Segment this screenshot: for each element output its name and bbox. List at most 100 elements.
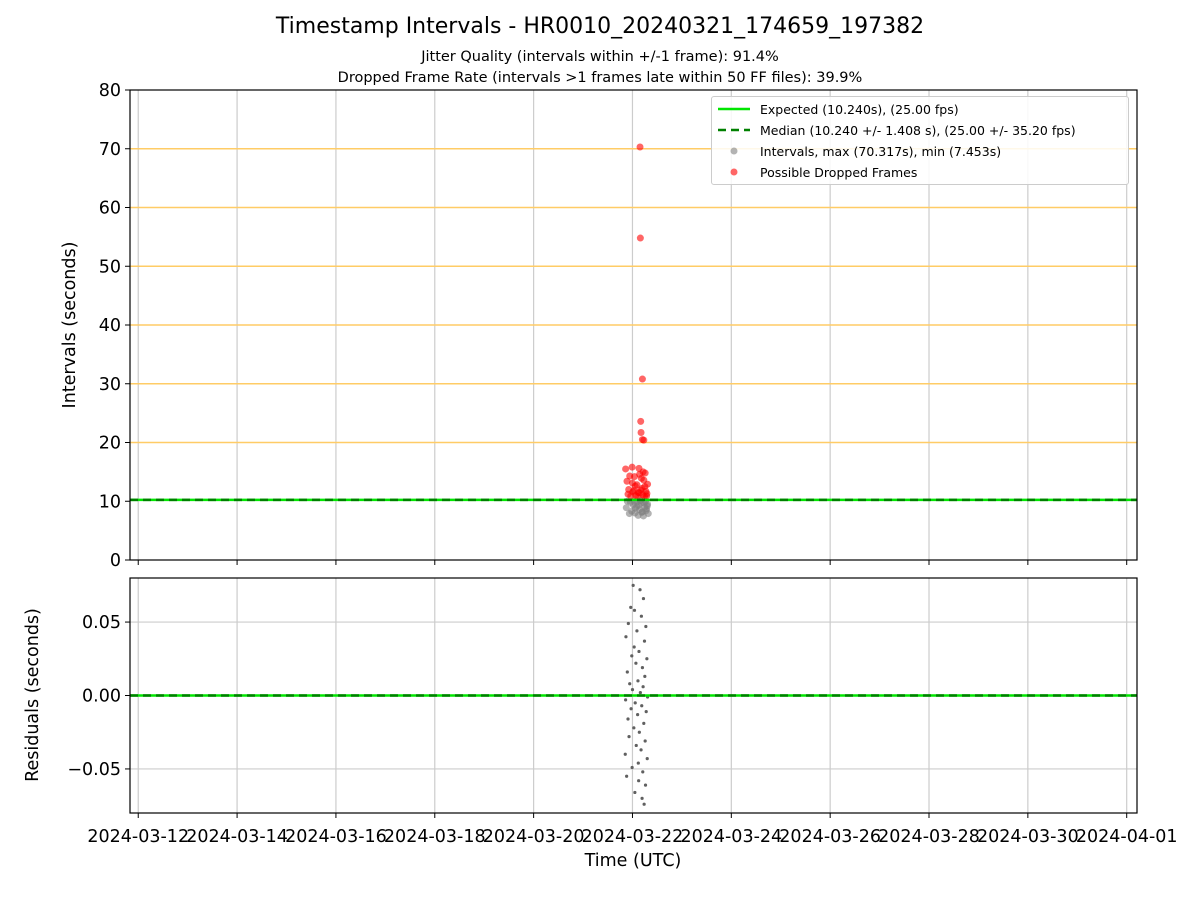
residual-point — [643, 739, 647, 743]
dropped-frame-point — [637, 429, 645, 437]
dropped-frame-point — [641, 469, 649, 477]
residual-point — [637, 779, 641, 783]
dropped-frame-point — [643, 492, 651, 500]
y-tick-label: 60 — [99, 199, 121, 219]
dropped-frame-point — [636, 470, 644, 478]
residual-point — [641, 770, 645, 774]
residual-point — [625, 774, 629, 778]
y-tick-label: 0.05 — [82, 613, 121, 633]
dropped-frame-point — [638, 375, 646, 383]
residual-point — [644, 710, 648, 714]
residual-point — [630, 654, 634, 658]
residual-point — [628, 682, 632, 686]
residual-point — [624, 635, 628, 639]
residual-point — [632, 726, 636, 730]
dropped-frame-point — [631, 482, 639, 490]
legend-entry-intervals: Intervals, max (70.317s), min (7.453s) — [712, 141, 1001, 161]
residual-point — [637, 649, 641, 654]
residual-point — [644, 624, 648, 629]
residual-point — [632, 645, 636, 649]
residual-point — [629, 605, 633, 609]
y-tick-label: 0 — [110, 551, 121, 571]
residual-point — [643, 674, 647, 679]
x-tick-label: 2024-04-01 — [1076, 827, 1178, 847]
dropped-frame-point — [626, 472, 634, 480]
legend: Expected (10.240s), (25.00 fps) Median (… — [711, 96, 1129, 185]
jitter-quality-subtitle: Jitter Quality (intervals within +/-1 fr… — [421, 49, 779, 65]
residual-point — [624, 698, 628, 702]
legend-median-swatch — [718, 128, 750, 132]
residuals-plot-frame — [129, 577, 1138, 814]
residual-point — [643, 783, 648, 787]
dropped-frame-point — [622, 465, 630, 473]
residual-point — [637, 730, 641, 734]
dropped-frame-point — [636, 143, 644, 151]
dropped-frame-point — [629, 488, 637, 496]
residual-point — [642, 721, 646, 726]
residual-point — [639, 748, 643, 752]
residual-point — [634, 743, 638, 748]
residual-point — [638, 690, 642, 695]
residual-point — [630, 765, 634, 770]
legend-dropped-swatch — [730, 168, 738, 176]
x-tick-label: 2024-03-28 — [878, 827, 980, 847]
residual-point — [641, 596, 646, 601]
interval-point — [643, 502, 651, 510]
legend-intervals-swatch — [730, 147, 738, 155]
y-tick-label: −0.05 — [67, 760, 121, 780]
dropped-frame-point — [644, 480, 652, 488]
x-tick-label: 2024-03-14 — [186, 827, 288, 847]
residual-point — [645, 757, 649, 761]
x-tick-label: 2024-03-22 — [582, 827, 684, 847]
residual-point — [623, 752, 627, 756]
residual-point — [642, 639, 647, 643]
residual-point — [633, 790, 637, 795]
x-tick-label: 2024-03-24 — [680, 827, 782, 847]
residual-point — [631, 583, 635, 587]
legend-intervals-label: Intervals, max (70.317s), min (7.453s) — [760, 143, 1002, 159]
y-tick-label: 40 — [99, 316, 121, 336]
legend-entry-median: Median (10.240 +/- 1.408 s), (25.00 +/- … — [712, 120, 1076, 140]
dropped-frame-rate-subtitle: Dropped Frame Rate (intervals >1 frames … — [337, 70, 863, 86]
y-tick-label: 80 — [99, 81, 121, 101]
interval-point — [635, 501, 643, 509]
residual-point — [640, 796, 644, 800]
legend-expected-swatch — [718, 107, 750, 111]
residual-point — [642, 802, 646, 806]
residual-point — [625, 670, 629, 674]
legend-expected-label: Expected (10.240s), (25.00 fps) — [760, 101, 959, 117]
residual-point — [641, 685, 645, 689]
y-tick-label: 20 — [99, 434, 121, 454]
residual-point — [627, 735, 631, 739]
residuals-plot-area: 2024-03-122024-03-142024-03-162024-03-18… — [67, 577, 1178, 847]
dropped-frame-point — [623, 477, 631, 485]
x-tick-label: 2024-03-16 — [285, 827, 387, 847]
residual-point — [626, 621, 630, 626]
residual-point — [626, 717, 630, 721]
residual-point — [632, 608, 637, 612]
residual-point — [636, 761, 640, 765]
residual-point — [629, 707, 633, 711]
x-tick-label: 2024-03-30 — [977, 827, 1079, 847]
y-tick-label: 30 — [99, 375, 121, 395]
intervals-plot-frame — [129, 89, 1138, 561]
intervals-plot-area: 0 10 20 30 40 50 60 70 80 — [99, 81, 1138, 571]
x-tick-label: 2024-03-20 — [483, 827, 585, 847]
dropped-frame-point — [636, 234, 644, 242]
residual-point — [634, 661, 638, 665]
x-tick-label: 2024-03-18 — [384, 827, 486, 847]
legend-dropped-label: Possible Dropped Frames — [760, 164, 918, 180]
y-tick-label: 10 — [99, 492, 121, 512]
x-tick-label: 2024-03-26 — [779, 827, 881, 847]
residuals-y-axis-label: Residuals (seconds) — [23, 608, 43, 782]
dropped-frame-point — [637, 417, 645, 425]
dropped-frame-point — [634, 493, 642, 501]
residual-point — [638, 588, 642, 592]
dropped-frame-point — [628, 463, 636, 471]
interval-point — [622, 504, 630, 512]
residual-point — [640, 665, 645, 670]
residual-point — [639, 614, 643, 618]
legend-entry-dropped: Possible Dropped Frames — [712, 162, 917, 182]
residual-point — [635, 629, 639, 633]
chart-title: Timestamp Intervals - HR0010_20240321_17… — [275, 14, 925, 39]
